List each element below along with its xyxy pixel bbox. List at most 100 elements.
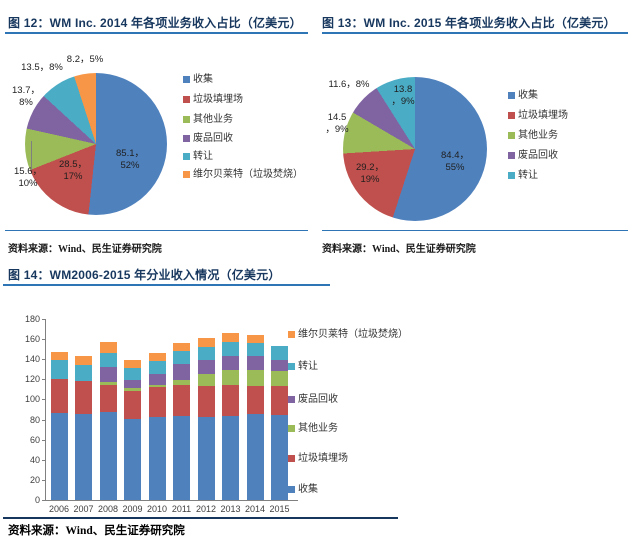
y-tick-label: 100 (24, 394, 40, 405)
bar-segment (75, 413, 92, 500)
bar-segment (50, 379, 68, 413)
fig13-title: 图 13：WM Inc. 2015 年各项业务收入占比（亿美元） (322, 16, 616, 30)
fig14-title-rule (3, 284, 330, 286)
legend-label: 转让 (518, 170, 538, 181)
y-tick-mark (42, 439, 45, 441)
x-tick-label: 2009 (122, 504, 143, 514)
bar-segment (124, 380, 141, 389)
legend-label: 维尔贝莱特（垃圾焚烧） (298, 329, 408, 340)
bar-segment (75, 381, 92, 414)
x-tick-label: 2012 (195, 504, 217, 514)
bar-segment (222, 415, 239, 500)
legend-swatch (288, 396, 295, 403)
fig12-label-leader-line (31, 141, 32, 170)
legend-label: 其他业务 (518, 130, 558, 141)
bar-segment (173, 385, 190, 416)
bar-segment (246, 385, 264, 415)
legend-swatch (183, 153, 190, 160)
y-tick-label: 60 (29, 434, 40, 445)
legend-swatch (508, 92, 515, 99)
y-tick-mark (42, 359, 45, 361)
pie-slice-label: 15.6， 10% (14, 166, 42, 189)
bar-segment (246, 334, 264, 343)
legend-swatch (288, 455, 295, 462)
bar-segment (173, 415, 190, 500)
bar-segment (124, 360, 141, 369)
legend-label: 垃圾填埋场 (518, 110, 568, 121)
y-tick-label: 180 (24, 314, 40, 324)
legend-swatch (288, 363, 295, 370)
bar-segment (271, 345, 288, 360)
x-tick-label: 2007 (73, 504, 94, 514)
bar-segment (222, 370, 239, 386)
y-tick-mark (42, 500, 45, 501)
legend-swatch (508, 132, 515, 139)
legend-label: 废品回收 (518, 150, 558, 161)
page-bottom-rule (3, 517, 398, 519)
bar-segment (246, 356, 264, 371)
bar-segment (124, 391, 141, 419)
pie-slice-label: 11.6，8% (328, 79, 370, 90)
bar-segment (173, 380, 190, 386)
legend-swatch (183, 116, 190, 123)
bar-segment (75, 365, 92, 382)
fig13-bottom-rule (322, 230, 628, 231)
x-tick-label: 2015 (269, 504, 290, 514)
y-tick-label: 120 (24, 374, 40, 385)
bar-segment (271, 359, 288, 372)
bar-segment (148, 361, 166, 375)
bar-segment (50, 360, 68, 380)
x-tick-label: 2006 (48, 504, 70, 514)
y-tick-mark (42, 339, 45, 341)
x-tick-label: 2011 (171, 504, 192, 514)
bar-segment (246, 370, 264, 386)
legend-swatch (288, 486, 295, 493)
fig14-y-axis-line (45, 319, 46, 501)
bar-segment (271, 385, 288, 416)
pie-slice-label: 13.7， 8% (12, 85, 40, 108)
fig12-pie-chart (25, 73, 167, 215)
fig14-title: 图 14：WM2006-2015 年分业收入情况（亿美元） (8, 268, 281, 282)
fig12-bottom-rule (5, 230, 308, 231)
legend-swatch (183, 76, 190, 83)
bar-segment (148, 353, 166, 362)
bar-segment (246, 342, 264, 357)
bar-segment (246, 414, 264, 500)
bar-segment (50, 352, 68, 361)
legend-label: 转让 (298, 361, 318, 372)
bar-segment (197, 374, 215, 387)
legend-label: 收集 (298, 484, 318, 495)
legend-swatch (508, 112, 515, 119)
bar-segment (173, 364, 190, 381)
bar-segment (124, 418, 141, 500)
bar-segment (99, 382, 117, 386)
legend-label: 废品回收 (298, 394, 338, 405)
bar-segment (99, 353, 117, 368)
x-tick-label: 2010 (146, 504, 168, 514)
bar-segment (148, 374, 166, 386)
bar-segment (197, 360, 215, 375)
pie-slice-label: 84.4， 55% (441, 150, 469, 173)
bar-segment (99, 342, 117, 354)
fig12-source: 资料来源：Wind、民生证券研究院 (8, 244, 162, 255)
legend-label: 收集 (518, 90, 538, 101)
pie-slice-label: 85.1， 52% (116, 148, 144, 171)
legend-label: 垃圾填埋场 (193, 94, 243, 105)
pie-slice-label: 13.8 ，9% (391, 84, 415, 107)
legend-label: 其他业务 (193, 114, 233, 125)
x-tick-label: 2013 (220, 504, 241, 514)
legend-swatch (288, 331, 295, 338)
bar-segment (222, 385, 239, 416)
legend-label: 垃圾填埋场 (298, 453, 348, 464)
bar-segment (124, 388, 141, 392)
bar-segment (173, 343, 190, 352)
y-tick-mark (42, 479, 45, 481)
y-tick-label: 140 (24, 354, 40, 365)
pie-slice-label: 8.2，5% (66, 54, 104, 65)
fig13-source: 资料来源：Wind、民生证券研究院 (322, 244, 476, 255)
y-tick-mark (42, 399, 45, 401)
fig14-x-axis-line (45, 500, 298, 501)
legend-label: 其他业务 (298, 423, 338, 434)
y-tick-mark (42, 379, 45, 381)
bar-segment (222, 333, 239, 343)
